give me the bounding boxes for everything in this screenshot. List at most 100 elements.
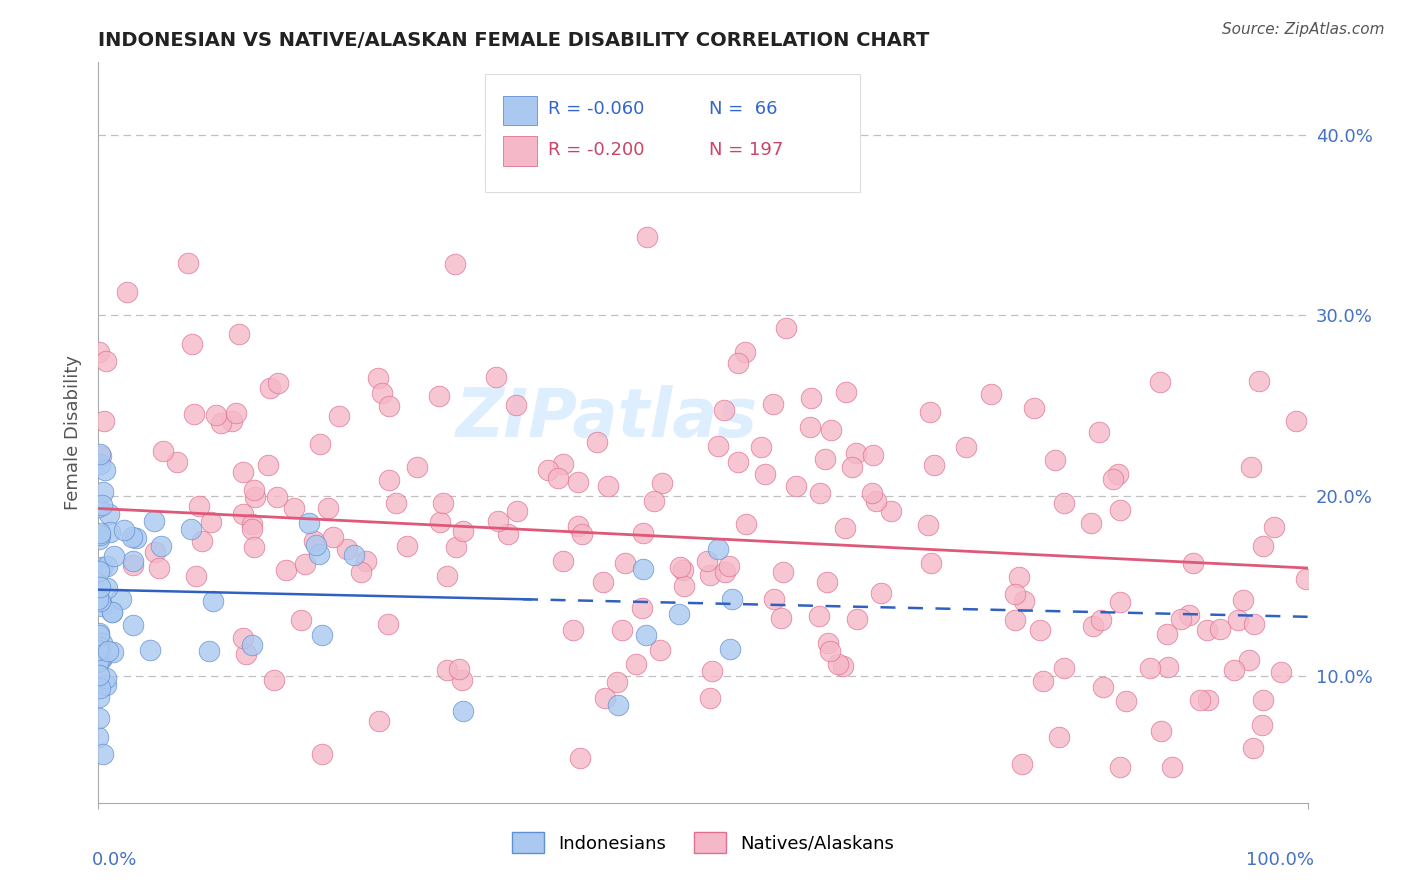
Point xyxy=(444,541,467,555)
Point xyxy=(1226,613,1249,627)
Point xyxy=(115,285,138,299)
Point xyxy=(283,501,305,516)
Point xyxy=(631,526,654,541)
Point xyxy=(567,475,589,489)
Point xyxy=(290,613,312,627)
Point xyxy=(183,407,205,421)
Point xyxy=(717,558,740,573)
Point xyxy=(1251,693,1274,707)
Point xyxy=(235,647,257,661)
Point xyxy=(696,554,718,568)
Point xyxy=(1285,414,1308,428)
Point xyxy=(89,652,111,666)
Point xyxy=(101,645,124,659)
Point xyxy=(1004,587,1026,601)
Point xyxy=(96,677,118,691)
Point xyxy=(221,414,243,428)
Point xyxy=(815,575,838,590)
Point xyxy=(343,548,366,562)
Point xyxy=(1081,618,1104,632)
Point xyxy=(818,644,841,658)
Point xyxy=(101,605,124,619)
Point xyxy=(378,473,401,487)
Point xyxy=(322,530,344,544)
Point xyxy=(785,479,807,493)
Point xyxy=(311,628,333,642)
Bar xyxy=(503,95,537,126)
Point xyxy=(110,591,132,606)
Point xyxy=(571,527,593,541)
Point xyxy=(225,406,247,420)
Point xyxy=(1188,693,1211,707)
Point xyxy=(754,467,776,481)
Point xyxy=(1029,623,1052,637)
Point xyxy=(243,540,266,554)
Point xyxy=(121,530,143,544)
Point xyxy=(266,490,288,504)
Point xyxy=(191,534,214,549)
Point xyxy=(598,479,620,493)
Point xyxy=(1032,674,1054,689)
Point xyxy=(841,460,863,475)
Text: N = 197: N = 197 xyxy=(709,141,783,159)
Point xyxy=(429,389,451,403)
Point xyxy=(143,514,166,528)
Point xyxy=(808,608,831,623)
Point xyxy=(668,560,690,574)
Point xyxy=(406,460,429,475)
Point xyxy=(125,531,148,545)
Point xyxy=(316,501,339,516)
Point xyxy=(832,659,855,673)
Point xyxy=(91,484,114,499)
Point xyxy=(700,664,723,678)
Point xyxy=(263,673,285,687)
Point xyxy=(103,549,125,563)
Point xyxy=(537,462,560,476)
Point xyxy=(1208,623,1230,637)
Point xyxy=(707,439,730,453)
Bar xyxy=(503,136,537,166)
Point xyxy=(122,618,145,632)
Y-axis label: Female Disability: Female Disability xyxy=(65,355,83,510)
Point xyxy=(354,554,377,568)
Point xyxy=(672,578,695,592)
Point xyxy=(1090,614,1112,628)
Legend: Indonesians, Natives/Alaskans: Indonesians, Natives/Alaskans xyxy=(505,825,901,861)
Point xyxy=(243,483,266,498)
Point xyxy=(294,557,316,571)
Point xyxy=(817,636,839,650)
Point xyxy=(122,554,145,568)
Point xyxy=(91,560,114,574)
Point xyxy=(451,704,474,718)
Point xyxy=(96,558,118,573)
Point xyxy=(91,651,114,665)
Point xyxy=(714,565,737,579)
Point xyxy=(636,230,658,244)
Point xyxy=(734,345,756,359)
Point xyxy=(143,545,166,559)
Point xyxy=(651,475,673,490)
Point xyxy=(90,450,112,464)
Point xyxy=(1053,661,1076,675)
Point xyxy=(1156,627,1178,641)
Point xyxy=(101,606,124,620)
Point xyxy=(799,419,821,434)
Point xyxy=(89,528,111,542)
Point xyxy=(1149,375,1171,389)
Point xyxy=(1263,519,1285,533)
Point xyxy=(202,594,225,608)
Point xyxy=(150,539,173,553)
Text: R = -0.060: R = -0.060 xyxy=(548,100,644,118)
Point xyxy=(87,564,110,578)
Point xyxy=(485,370,508,384)
Point xyxy=(845,612,868,626)
Point xyxy=(668,607,690,622)
Point xyxy=(89,447,111,461)
Point xyxy=(762,592,785,607)
Point xyxy=(1157,660,1180,674)
Point xyxy=(89,593,111,607)
Point xyxy=(917,518,939,533)
Point xyxy=(1223,664,1246,678)
Point xyxy=(762,397,785,411)
Point xyxy=(245,490,267,504)
